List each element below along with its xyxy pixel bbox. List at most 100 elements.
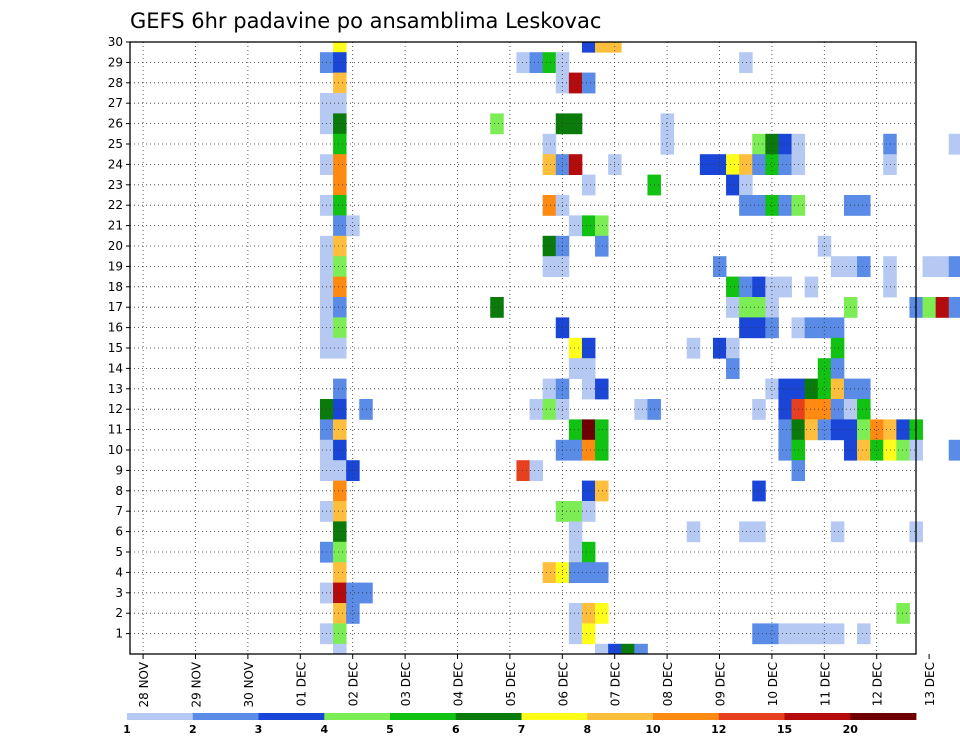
legend-label: 6 (452, 723, 460, 736)
heatmap-cell (333, 643, 347, 655)
heatmap-cell (830, 337, 845, 359)
y-tick-label: 19 (108, 259, 123, 273)
heatmap-cell (333, 460, 347, 481)
heatmap-cell (922, 256, 937, 277)
heatmap-cell (739, 521, 753, 543)
x-tick-label: 07 DEC (609, 662, 623, 706)
x-tick-label: 05 DEC (504, 662, 518, 706)
heatmap-cell (857, 195, 871, 216)
heatmap-cell (333, 562, 347, 583)
heatmap-cell (333, 215, 347, 237)
y-tick-label: 22 (108, 198, 123, 212)
heatmap-cell (726, 297, 740, 318)
heatmap-cell (778, 133, 792, 155)
heatmap-cell (830, 399, 845, 420)
heatmap-cell (581, 215, 596, 237)
heatmap-cell (896, 419, 910, 441)
heatmap-cell (542, 133, 557, 155)
heatmap-cell (333, 541, 347, 563)
heatmap-cell (817, 623, 832, 645)
heatmap-cell (333, 521, 347, 543)
heatmap-cell (660, 113, 675, 135)
heatmap-cell (817, 317, 832, 339)
heatmap-cell (817, 378, 832, 400)
heatmap-cell (595, 215, 609, 237)
heatmap-cell (712, 337, 727, 359)
heatmap-cell (804, 317, 819, 339)
legend-swatch (653, 713, 720, 720)
y-tick-label: 24 (108, 157, 123, 171)
heatmap-cell (778, 154, 792, 175)
heatmap-cell (857, 419, 871, 441)
heatmap-cell (542, 154, 557, 175)
legend-swatch (521, 713, 588, 720)
heatmap-cell (830, 317, 845, 339)
heatmap-cell (581, 623, 596, 645)
heatmap-cell (346, 215, 360, 237)
heatmap-cells (319, 42, 960, 655)
heatmap-cell (857, 378, 871, 400)
heatmap-cell (333, 42, 347, 53)
heatmap-cell (739, 195, 753, 216)
heatmap-cell (529, 52, 544, 73)
heatmap-cell (542, 195, 557, 216)
heatmap-cell (948, 133, 960, 155)
heatmap-cell (739, 317, 753, 339)
x-tick-label: 10 DEC (766, 662, 780, 706)
color-legend: 1 2 3 4 5 6 7 8 10 12 15 20 (123, 713, 917, 736)
y-tick-label: 26 (108, 117, 123, 131)
heatmap-cell (595, 643, 609, 655)
heatmap-cell (568, 337, 583, 359)
heatmap-cell (804, 623, 819, 645)
legend-label: 3 (255, 723, 263, 736)
heatmap-cell (765, 133, 779, 155)
heatmap-cell (739, 174, 753, 196)
heatmap-cell (529, 399, 544, 420)
heatmap-cell (595, 603, 609, 624)
heatmap-cell (739, 52, 753, 73)
heatmap-cell (595, 439, 609, 461)
heatmap-cell (595, 378, 609, 400)
heatmap-cell (333, 52, 347, 73)
x-tick-label: 11 DEC (818, 662, 832, 706)
heatmap-cell (621, 643, 635, 655)
x-tick-label: 12 DEC (871, 662, 885, 706)
y-tick-label: 25 (108, 137, 123, 151)
heatmap-cell (778, 276, 792, 298)
heatmap-cell (712, 154, 727, 175)
heatmap-cell (765, 297, 779, 318)
heatmap-cell (896, 439, 910, 461)
heatmap-cell (726, 276, 740, 298)
y-tick-label: 12 (108, 402, 123, 416)
heatmap-cell (581, 439, 596, 461)
heatmap-cell (778, 439, 792, 461)
heatmap-cell (778, 378, 792, 400)
grid-lines (130, 42, 916, 654)
heatmap-cell (935, 297, 950, 318)
heatmap-cell (765, 378, 779, 400)
heatmap-cell (778, 195, 792, 216)
x-tick-label: 08 DEC (661, 662, 675, 706)
x-tick-label: 06 DEC (556, 662, 570, 706)
legend-label: 10 (645, 723, 661, 736)
heatmap-cell (830, 378, 845, 400)
heatmap-cell (726, 154, 740, 175)
heatmap-cell (568, 72, 583, 94)
legend-swatch (455, 713, 522, 720)
heatmap-cell (333, 480, 347, 502)
heatmap-cell (333, 623, 347, 645)
heatmap-cell (726, 174, 740, 196)
heatmap-cell (568, 113, 583, 135)
heatmap-cell (608, 643, 622, 655)
y-tick-label: 20 (108, 239, 123, 253)
heatmap-cell (333, 113, 347, 135)
y-axis: 1234567891011121314151617181920212223242… (108, 35, 130, 641)
legend-label: 5 (386, 723, 394, 736)
y-tick-label: 21 (108, 219, 123, 233)
x-tick-label: 30 NOV (242, 661, 256, 707)
heatmap-cell (870, 419, 884, 441)
heatmap-cell (568, 541, 583, 563)
heatmap-cell (608, 42, 622, 53)
x-tick-label: 29 NOV (190, 661, 204, 707)
